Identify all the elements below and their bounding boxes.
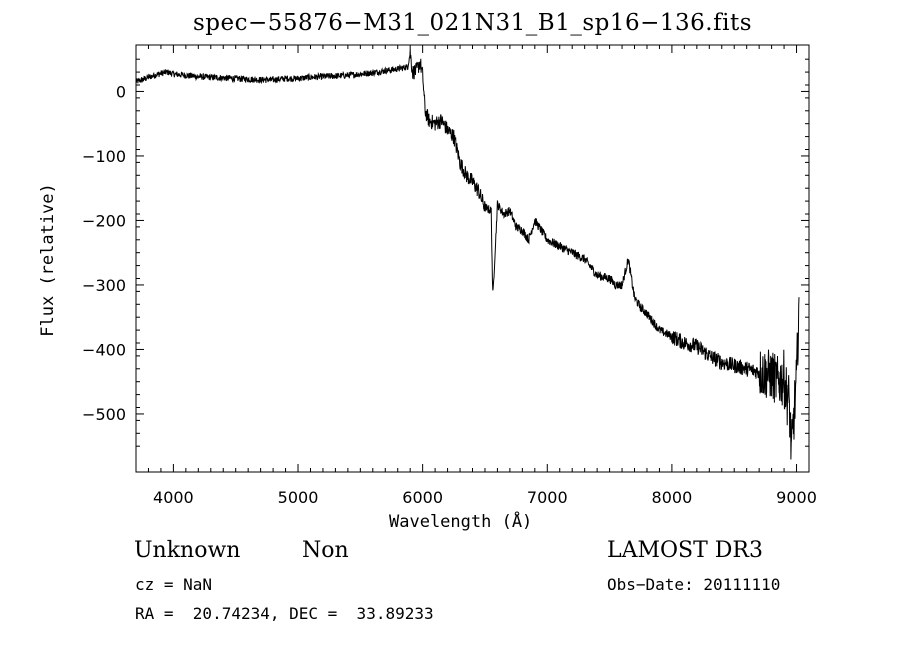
y-axis-ticks: [136, 58, 809, 447]
spectrum-line: [136, 48, 800, 460]
y-tick-label: −200: [82, 211, 126, 230]
plot-frame: [135, 44, 810, 473]
survey-label: LAMOST DR3: [607, 538, 763, 563]
x-tick-label: 8000: [652, 488, 693, 507]
y-tick-label: −100: [82, 147, 126, 166]
subclass-label: Non: [302, 538, 349, 563]
y-tick-label: 0: [116, 82, 126, 101]
x-tick-label: 9000: [776, 488, 817, 507]
x-tick-labels: 4000 5000 6000 7000 8000 9000: [153, 488, 817, 507]
x-tick-label: 6000: [402, 488, 443, 507]
coordinates-text: RA = 20.74234, DEC = 33.89233: [135, 604, 434, 623]
obs-date-text: Obs−Date: 20111110: [607, 575, 781, 594]
y-tick-label: −400: [82, 340, 126, 359]
classification-label: Unknown: [134, 538, 241, 563]
x-axis-ticks: [135, 45, 810, 472]
x-tick-label: 4000: [153, 488, 194, 507]
chart-title: spec−55876−M31_021N31_B1_sp16−136.fits: [192, 10, 753, 36]
x-axis-label: Wavelength (Å): [389, 512, 533, 532]
y-axis-label: Flux (relative): [38, 183, 58, 337]
redshift-text: cz = NaN: [135, 575, 213, 594]
x-tick-label: 5000: [278, 488, 319, 507]
y-tick-labels: 0 −100 −200 −300 −400 −500: [82, 82, 126, 424]
y-tick-label: −500: [82, 405, 126, 424]
y-tick-label: −300: [82, 276, 126, 295]
x-tick-label: 7000: [527, 488, 568, 507]
